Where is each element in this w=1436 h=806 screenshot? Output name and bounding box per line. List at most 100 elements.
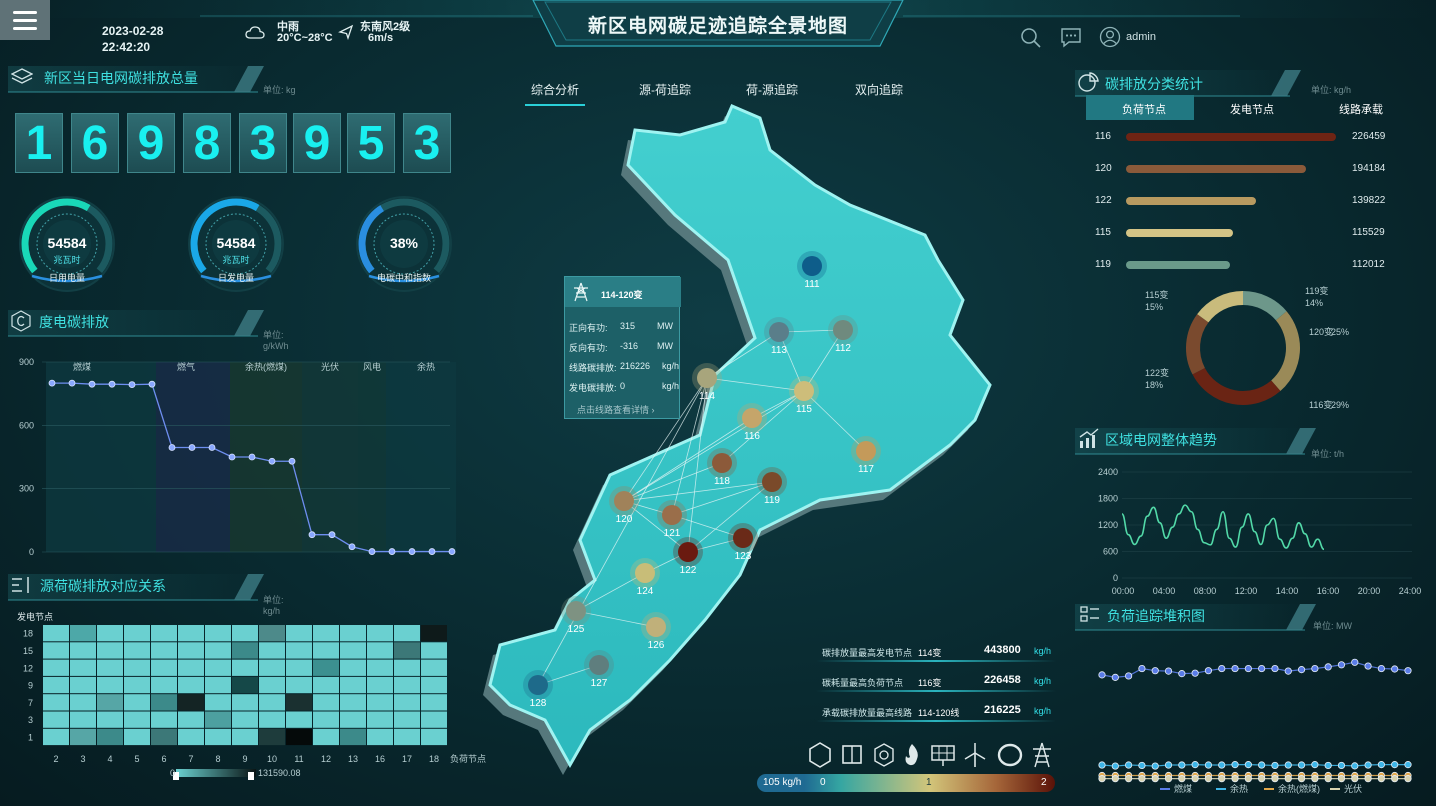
stack-point (1151, 775, 1159, 783)
substation-node-128[interactable] (528, 675, 548, 695)
intensity-point (68, 379, 76, 387)
substation-node-114[interactable] (697, 368, 717, 388)
transmission-line[interactable] (575, 610, 657, 628)
transmission-line[interactable] (623, 390, 805, 502)
donut-label-name: 116变 (1309, 399, 1332, 410)
substation-node-118[interactable] (712, 453, 732, 473)
stack-point (1098, 775, 1106, 783)
wind-turbine-icon[interactable] (964, 743, 986, 767)
transmission-line[interactable] (623, 417, 753, 502)
heatmap-cell (178, 728, 204, 746)
substation-node-124[interactable] (635, 563, 655, 583)
stack-point (1324, 775, 1332, 783)
transmission-line[interactable] (537, 377, 708, 686)
category-tab-1[interactable]: 负荷节点 (1122, 104, 1166, 116)
heatmap-cell (178, 625, 204, 642)
substation-node-119[interactable] (762, 472, 782, 492)
stack-point (1191, 775, 1199, 783)
stack-point (1311, 761, 1319, 769)
tab-4[interactable]: 双向追踪 (855, 83, 904, 97)
transmission-line[interactable] (778, 331, 805, 392)
substation-node-113[interactable] (769, 322, 789, 342)
waste-heat-icon[interactable] (874, 743, 894, 767)
tab-3[interactable]: 荷-源追踪 (746, 83, 798, 97)
district-map[interactable]: 111 112 113 114 115 116 117 118 119 120 121 122 123 1… (470, 100, 1000, 790)
search-icon[interactable] (1020, 27, 1042, 49)
transmission-line[interactable] (671, 514, 744, 539)
transmission-line[interactable] (671, 481, 773, 516)
transmission-line[interactable] (778, 329, 844, 333)
substation-node-116[interactable] (742, 408, 762, 428)
transmission-line[interactable] (623, 462, 723, 502)
donut-label-name: 122变 (1145, 367, 1169, 378)
heatmap-cell (124, 728, 150, 746)
substation-node-115[interactable] (794, 381, 814, 401)
stack-point (1258, 761, 1266, 769)
heatmap-cell (43, 711, 69, 728)
intensity-unit: 单位: g/kWh (263, 330, 289, 351)
heatmap-cell (97, 642, 123, 659)
gauge-value: 38% (389, 235, 419, 251)
substation-node-120[interactable] (614, 491, 634, 511)
hexagon-coal-icon[interactable] (809, 742, 831, 768)
transmission-line[interactable] (623, 377, 708, 502)
substation-node-122[interactable] (678, 542, 698, 562)
heatmap-cell (421, 659, 447, 676)
stat-label: 碳耗量最高负荷节点 (822, 678, 904, 688)
transmission-line[interactable] (671, 377, 708, 516)
username[interactable]: admin (1126, 31, 1156, 43)
stack-point (1098, 671, 1106, 679)
substation-node-117[interactable] (856, 441, 876, 461)
transmission-line[interactable] (575, 572, 646, 612)
transmission-line[interactable] (706, 331, 780, 379)
solar-panel-icon[interactable] (931, 745, 955, 766)
intensity-point (128, 381, 136, 388)
heatmap-x-tick: 5 (134, 754, 139, 764)
user-avatar-icon[interactable] (1099, 26, 1121, 48)
flame-icon[interactable] (905, 744, 918, 766)
transmission-line[interactable] (687, 481, 773, 553)
heatmap-scale-handle-min[interactable] (173, 772, 179, 780)
transmission-line[interactable] (706, 377, 805, 392)
transmission-line[interactable] (623, 481, 773, 502)
transmission-line[interactable] (803, 390, 867, 452)
heatmap-cell (394, 676, 420, 694)
transmission-tower-icon[interactable] (1033, 742, 1051, 768)
generation-type-icons (809, 742, 1051, 768)
tab-1[interactable]: 综合分析 (531, 83, 580, 97)
donut-slice (1197, 291, 1244, 323)
gas-turbine-icon[interactable] (842, 745, 862, 764)
substation-node-126[interactable] (646, 617, 666, 637)
stack-point (1191, 669, 1199, 677)
message-icon[interactable] (1060, 26, 1082, 48)
intensity-point (448, 548, 456, 555)
substation-node-125[interactable] (566, 601, 586, 621)
category-bar (1126, 229, 1234, 237)
substation-node-121[interactable] (662, 505, 682, 525)
transmission-line[interactable] (721, 390, 805, 464)
category-tab-3[interactable]: 线路承载 (1339, 104, 1383, 116)
gauge-base-arc (31, 274, 103, 283)
substation-node-127[interactable] (589, 655, 609, 675)
ring-icon[interactable] (997, 743, 1023, 767)
trend-title: 区域电网整体趋势 (1105, 432, 1217, 448)
substation-node-123[interactable] (733, 528, 753, 548)
map-region[interactable] (488, 104, 992, 769)
heatmap-cell (70, 642, 96, 659)
substation-node-111[interactable] (802, 256, 822, 276)
transmission-line[interactable] (537, 664, 600, 686)
menu-button[interactable] (0, 0, 50, 40)
transmission-line[interactable] (803, 329, 844, 392)
heatmap-scale-handle-max[interactable] (248, 772, 254, 780)
emission-digit: 3 (403, 113, 451, 173)
category-tab-2[interactable]: 发电节点 (1230, 104, 1274, 116)
transmission-line[interactable] (687, 377, 708, 553)
heatmap-scale-bar (176, 769, 256, 777)
heatmap-cell (259, 694, 285, 711)
popup-detail-link[interactable]: 点击线路查看详情 › (577, 405, 655, 415)
heatmap-cell (394, 711, 420, 728)
substation-node-112[interactable] (833, 320, 853, 340)
tab-2[interactable]: 源-荷追踪 (639, 83, 691, 97)
total-emission-title: 新区当日电网碳排放总量 (44, 70, 198, 86)
heatmap-cell (340, 659, 366, 676)
